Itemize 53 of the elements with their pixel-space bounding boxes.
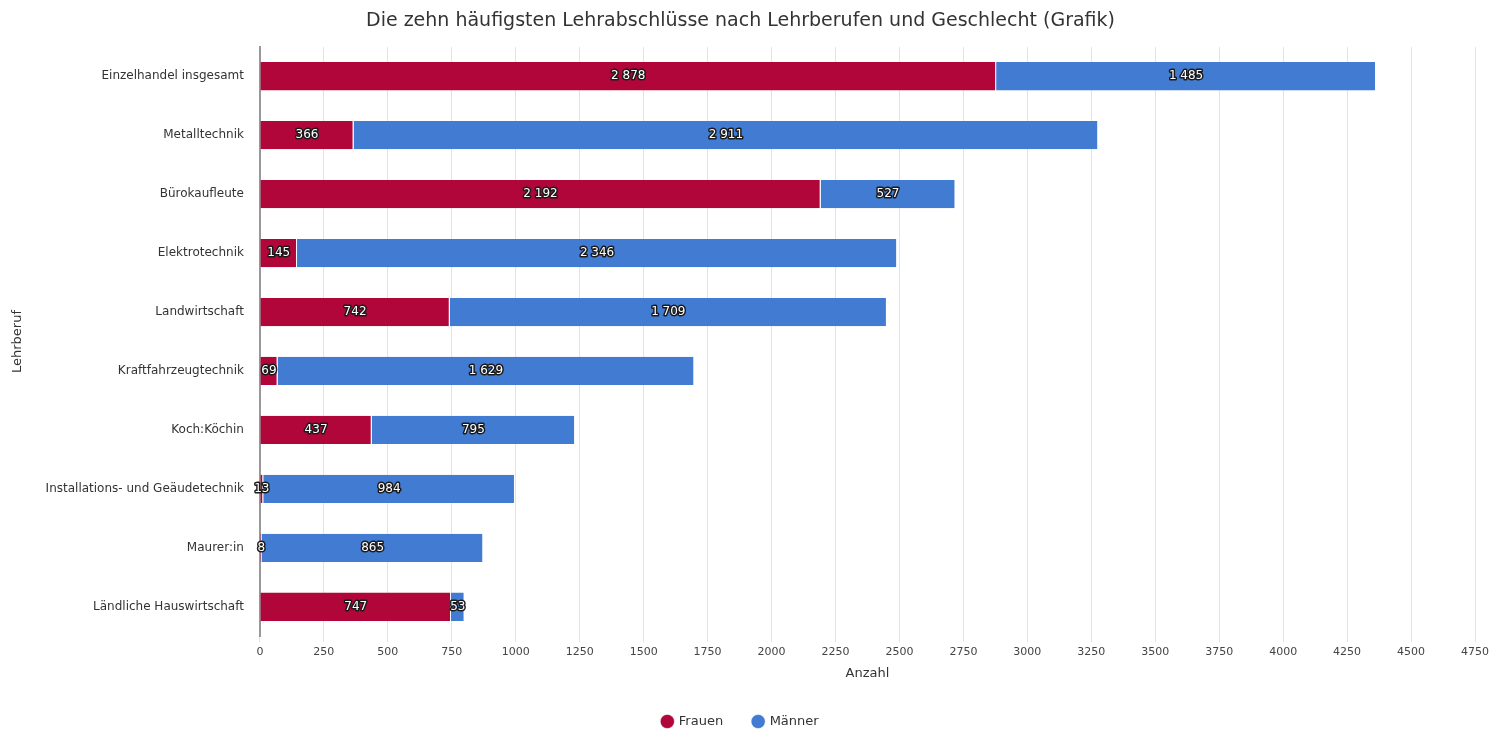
x-tick-label: 1500 [629,644,658,658]
x-tick-label: 2750 [949,644,978,658]
chart-title: Die zehn häufigsten Lehrabschlüsse nach Lehrberufen und Geschlecht (Grafik) [365,8,1116,31]
x-tick-label: 1250 [565,644,594,658]
x-tick-label: 1750 [693,644,722,658]
x-tick-label: 2250 [821,644,850,658]
data-label: 1 629 [468,363,504,378]
data-label: 747 [344,598,368,613]
x-axis-title: Anzahl [845,664,890,680]
y-tick-label: Kraftfahrzeugtechnik [117,363,244,378]
data-label: 527 [876,186,900,201]
x-tick-label: 4500 [1397,644,1426,658]
data-label: 1 709 [651,304,686,319]
y-tick-label: Metalltechnik [163,127,244,142]
data-label: 69 [261,363,277,378]
x-tick-label: 2000 [757,644,786,658]
x-tick-label: 1000 [501,644,530,658]
x-tick-label: 3000 [1013,644,1042,658]
x-tick-label: 2500 [885,644,914,658]
x-tick-label: 500 [377,644,399,658]
y-tick-label: Bürokaufleute [159,186,244,201]
data-label: 2 878 [611,68,646,83]
data-label: 145 [267,245,291,260]
x-tick-label: 4250 [1333,644,1362,658]
data-label: 865 [361,539,385,554]
legend-label: Frauen [678,712,724,728]
x-tick-label: 0 [256,644,264,658]
y-tick-label: Installations- und Geäudetechnik [45,480,244,495]
data-label: 2 911 [708,127,744,142]
y-tick-label: Koch:Köchin [171,422,244,437]
x-tick-label: 3750 [1205,644,1234,658]
data-label: 984 [377,480,401,495]
y-tick-label: Einzelhandel insgesamt [101,68,245,83]
x-tick-label: 4750 [1461,644,1489,658]
data-label: 437 [304,422,328,437]
y-tick-label: Elektrotechnik [157,245,244,260]
x-tick-label: 4000 [1269,644,1298,658]
y-tick-label: Landwirtschaft [155,304,245,319]
data-label: 2 192 [523,186,558,201]
y-axis-title: Lehrberuf [9,309,25,374]
x-tick-label: 250 [313,644,335,658]
y-tick-label: Maurer:in [186,539,244,554]
x-tick-label: 750 [441,644,463,658]
data-label: 8 [257,539,266,554]
legend-label: Männer [769,712,820,728]
x-tick-label: 3250 [1077,644,1106,658]
data-label: 795 [461,422,485,437]
data-label: 2 346 [579,245,615,260]
data-label: 742 [343,304,367,319]
data-label: 366 [295,127,319,142]
x-tick-label: 3500 [1141,644,1170,658]
y-tick-label: Ländliche Hauswirtschaft [93,598,245,613]
data-label: 1 485 [1168,68,1204,83]
